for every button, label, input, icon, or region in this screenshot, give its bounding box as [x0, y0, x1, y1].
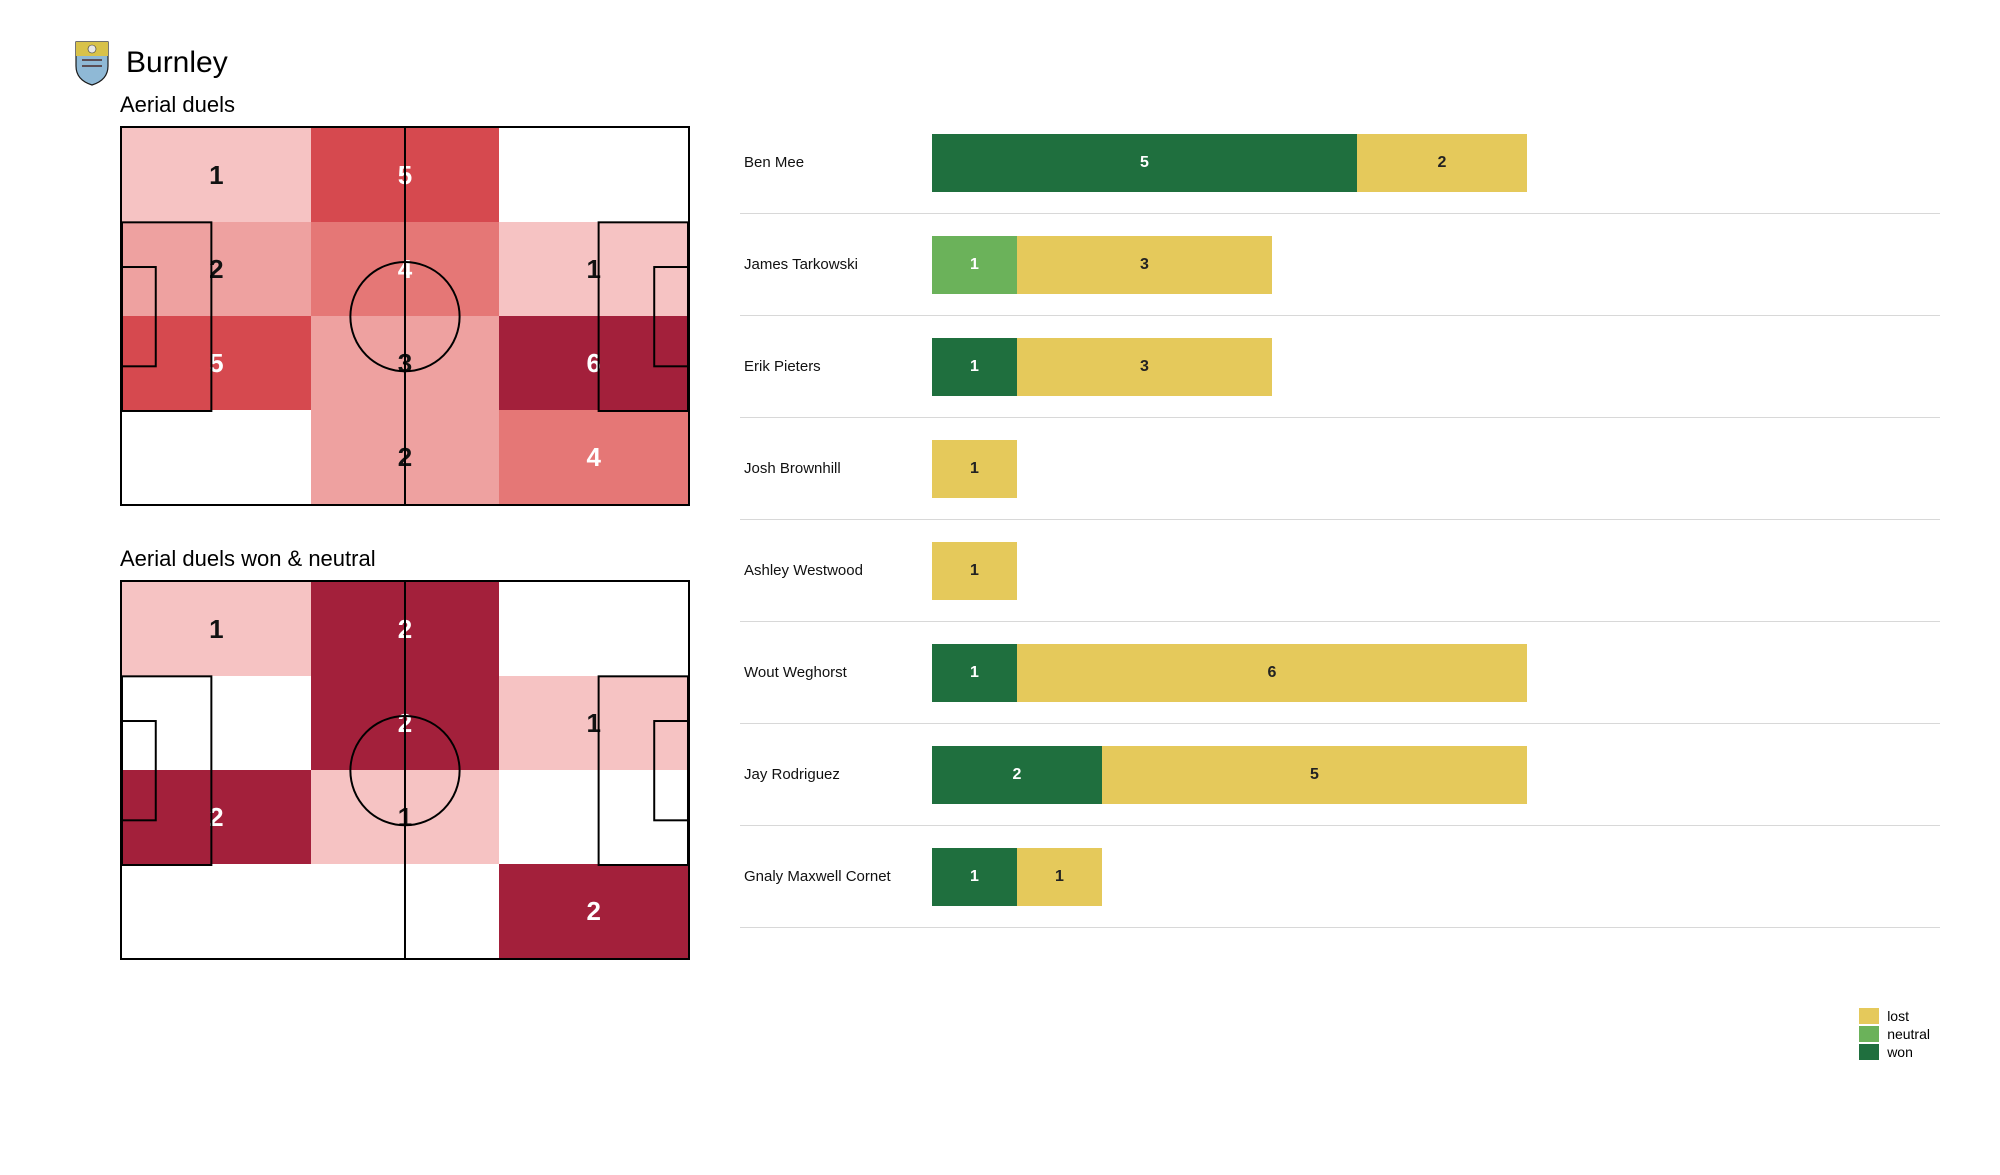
bar-segment-lost: 1 — [1017, 848, 1102, 906]
bar-track: 16 — [932, 644, 1940, 702]
heatmap-row: 15 — [122, 128, 688, 222]
heatmap-cell: 3 — [311, 316, 500, 410]
team-crest-icon — [72, 40, 112, 86]
heatmap-cell — [311, 864, 500, 958]
heatmap-cell: 1 — [122, 128, 311, 222]
heatmap-cell: 5 — [311, 128, 500, 222]
bar-track: 52 — [932, 134, 1940, 192]
bar-segment-neutral: 1 — [932, 236, 1017, 294]
bar-track: 13 — [932, 236, 1940, 294]
heatmap-row: 12 — [122, 582, 688, 676]
bar-segment-lost: 1 — [932, 542, 1017, 600]
heatmap-cell: 4 — [311, 222, 500, 316]
player-name: Wout Weghorst — [740, 664, 932, 681]
pitch-section-1: Aerial duels 1524153624 — [120, 92, 700, 506]
heatmap-cell: 1 — [499, 676, 688, 770]
legend-item-lost: lost — [1859, 1008, 1930, 1024]
heatmap-cell: 2 — [122, 222, 311, 316]
heatmap-cell: 2 — [311, 410, 500, 504]
pitch1-title: Aerial duels — [120, 92, 700, 118]
team-name: Burnley — [126, 46, 228, 80]
heatmap-cell — [499, 128, 688, 222]
player-row: Wout Weghorst16 — [740, 622, 1940, 724]
bar-segment-lost: 6 — [1017, 644, 1527, 702]
bar-segment-won: 1 — [932, 848, 1017, 906]
player-name: Gnaly Maxwell Cornet — [740, 868, 932, 885]
bar-segment-won: 5 — [932, 134, 1357, 192]
heatmap-row: 21 — [122, 770, 688, 864]
heatmap-cell — [122, 410, 311, 504]
heatmap-row: 241 — [122, 222, 688, 316]
player-row: Jay Rodriguez25 — [740, 724, 1940, 826]
legend-item-neutral: neutral — [1859, 1026, 1930, 1042]
heatmap-cell: 2 — [122, 770, 311, 864]
heatmap-cell: 2 — [311, 582, 500, 676]
heatmap-cell: 1 — [122, 582, 311, 676]
heatmap-row: 536 — [122, 316, 688, 410]
bar-track: 13 — [932, 338, 1940, 396]
legend-label: lost — [1887, 1008, 1909, 1024]
legend: lost neutral won — [1859, 1008, 1930, 1060]
pitch2-heatmap: 1221212 — [120, 580, 690, 960]
heatmap-cell — [122, 676, 311, 770]
legend-swatch — [1859, 1026, 1879, 1042]
pitch2-title: Aerial duels won & neutral — [120, 546, 700, 572]
heatmap-cell — [499, 582, 688, 676]
heatmap-cell: 6 — [499, 316, 688, 410]
player-row: James Tarkowski13 — [740, 214, 1940, 316]
player-name: Jay Rodriguez — [740, 766, 932, 783]
bar-track: 1 — [932, 542, 1940, 600]
heatmap-row: 24 — [122, 410, 688, 504]
player-name: Josh Brownhill — [740, 460, 932, 477]
player-name: Ben Mee — [740, 154, 932, 171]
heatmap-row: 2 — [122, 864, 688, 958]
bar-segment-won: 1 — [932, 338, 1017, 396]
bar-segment-won: 1 — [932, 644, 1017, 702]
bar-segment-lost: 3 — [1017, 338, 1272, 396]
player-name: Ashley Westwood — [740, 562, 932, 579]
left-column: Aerial duels 1524153624 Aerial duels won… — [60, 92, 700, 1000]
bar-segment-lost: 1 — [932, 440, 1017, 498]
bar-track: 25 — [932, 746, 1940, 804]
player-bars: Ben Mee52James Tarkowski13Erik Pieters13… — [740, 112, 1940, 928]
content: Aerial duels 1524153624 Aerial duels won… — [60, 92, 1940, 1000]
bar-segment-lost: 3 — [1017, 236, 1272, 294]
pitch-section-2: Aerial duels won & neutral 1221212 — [120, 546, 700, 960]
player-row: Ashley Westwood1 — [740, 520, 1940, 622]
heatmap-cell: 2 — [499, 864, 688, 958]
legend-label: neutral — [1887, 1026, 1930, 1042]
player-name: James Tarkowski — [740, 256, 932, 273]
legend-label: won — [1887, 1044, 1913, 1060]
player-row: Gnaly Maxwell Cornet11 — [740, 826, 1940, 928]
heatmap-cell: 1 — [499, 222, 688, 316]
heatmap-row: 21 — [122, 676, 688, 770]
heatmap-cell: 1 — [311, 770, 500, 864]
bar-segment-lost: 5 — [1102, 746, 1527, 804]
heatmap-cell: 2 — [311, 676, 500, 770]
right-column: Ben Mee52James Tarkowski13Erik Pieters13… — [740, 92, 1940, 1000]
heatmap-cell: 4 — [499, 410, 688, 504]
bar-segment-lost: 2 — [1357, 134, 1527, 192]
header: Burnley — [72, 40, 1940, 86]
pitch1-heatmap: 1524153624 — [120, 126, 690, 506]
legend-swatch — [1859, 1008, 1879, 1024]
bar-track: 11 — [932, 848, 1940, 906]
legend-item-won: won — [1859, 1044, 1930, 1060]
heatmap-cell — [122, 864, 311, 958]
legend-swatch — [1859, 1044, 1879, 1060]
player-row: Josh Brownhill1 — [740, 418, 1940, 520]
bar-segment-won: 2 — [932, 746, 1102, 804]
player-row: Erik Pieters13 — [740, 316, 1940, 418]
player-row: Ben Mee52 — [740, 112, 1940, 214]
bar-track: 1 — [932, 440, 1940, 498]
heatmap-cell — [499, 770, 688, 864]
player-name: Erik Pieters — [740, 358, 932, 375]
heatmap-cell: 5 — [122, 316, 311, 410]
